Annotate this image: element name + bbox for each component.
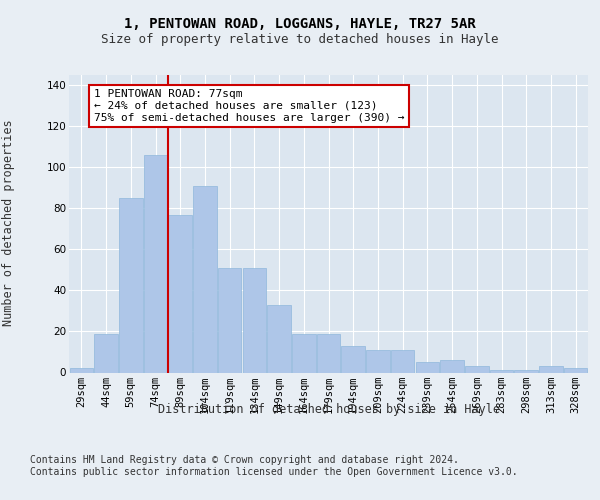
Bar [268,305,291,372]
Bar [193,186,217,372]
Bar [391,350,415,372]
Bar [119,198,143,372]
Text: Distribution of detached houses by size in Hayle: Distribution of detached houses by size … [158,402,500,415]
Bar [317,334,340,372]
Bar [169,214,192,372]
Bar [416,362,439,372]
Bar [144,155,167,372]
Bar [539,366,563,372]
Text: Contains HM Land Registry data © Crown copyright and database right 2024.
Contai: Contains HM Land Registry data © Crown c… [30,455,518,476]
Text: Size of property relative to detached houses in Hayle: Size of property relative to detached ho… [101,32,499,46]
Bar [514,370,538,372]
Bar [70,368,93,372]
Text: Number of detached properties: Number of detached properties [2,119,16,326]
Bar [341,346,365,372]
Text: 1, PENTOWAN ROAD, LOGGANS, HAYLE, TR27 5AR: 1, PENTOWAN ROAD, LOGGANS, HAYLE, TR27 5… [124,18,476,32]
Text: 1 PENTOWAN ROAD: 77sqm
← 24% of detached houses are smaller (123)
75% of semi-de: 1 PENTOWAN ROAD: 77sqm ← 24% of detached… [94,90,404,122]
Bar [218,268,241,372]
Bar [292,334,316,372]
Bar [440,360,464,372]
Bar [465,366,488,372]
Bar [94,334,118,372]
Bar [242,268,266,372]
Bar [366,350,389,372]
Bar [490,370,513,372]
Bar [564,368,587,372]
